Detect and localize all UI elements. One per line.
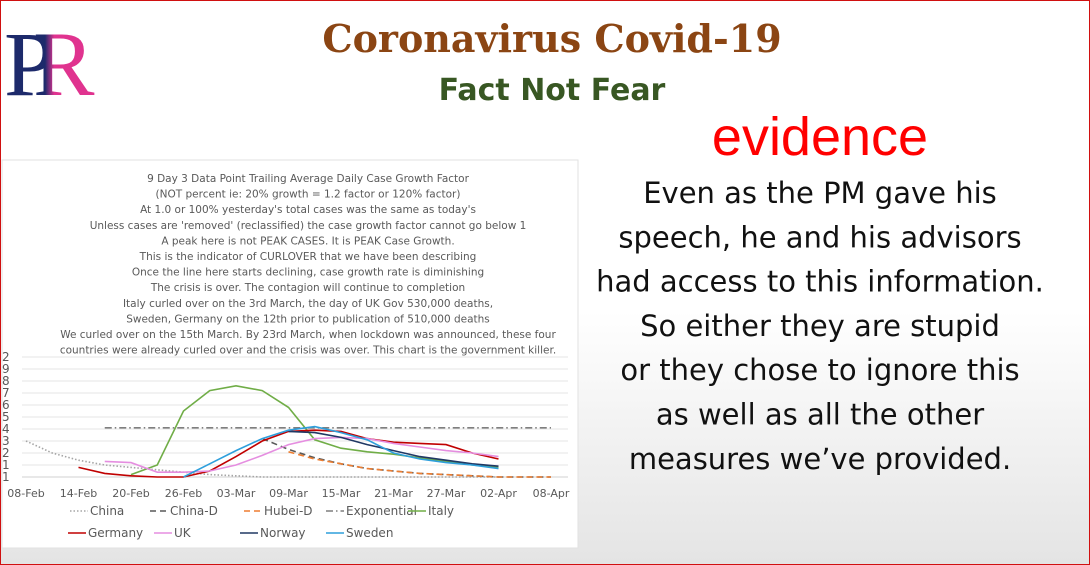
evidence-text: Even as the PM gave his speech, he and hi…	[596, 176, 1044, 476]
series-line	[130, 384, 499, 476]
legend-label: Hubei-D	[264, 504, 313, 518]
logo: PR	[4, 13, 95, 115]
series-line	[261, 437, 551, 478]
chart: 9 Day 3 Data Point Trailing Average Dail…	[2, 173, 570, 540]
y-tick-label: 2	[2, 446, 10, 460]
x-tick-label: 08-Feb	[7, 487, 44, 500]
x-tick-label: 02-Apr	[480, 487, 517, 500]
legend-label: China-D	[170, 504, 218, 518]
legend-label: Italy	[428, 504, 454, 518]
x-tick-label: 21-Mar	[374, 487, 413, 500]
y-tick-label: 8	[2, 374, 10, 388]
chart-panel	[1, 159, 579, 549]
y-tick-label: 7	[2, 386, 10, 400]
chart-title-line: A peak here is not PEAK CASES. It is PEA…	[161, 235, 454, 247]
y-tick-label: 9	[2, 362, 10, 376]
chart-title-line: Italy curled over on the 3rd March, the …	[123, 298, 493, 310]
evidence-line: or they chose to ignore this	[620, 353, 1019, 387]
evidence-line: as well as all the other	[656, 398, 984, 432]
legend-label: UK	[174, 526, 192, 540]
subtitle: Fact Not Fear	[439, 73, 666, 108]
y-tick-label: 5	[2, 410, 10, 424]
evidence-line: measures we’ve provided.	[629, 442, 1011, 476]
x-tick-label: 14-Feb	[60, 487, 97, 500]
y-tick-label: 2	[2, 350, 10, 364]
x-tick-label: 15-Mar	[322, 487, 361, 500]
legend-label: Sweden	[346, 526, 393, 540]
legend-label: Exponential	[346, 504, 417, 518]
evidence-line: had access to this information.	[596, 265, 1044, 299]
chart-title-line: Unless cases are 'removed' (reclassified…	[90, 220, 527, 232]
legend-label: Germany	[88, 526, 143, 540]
y-tick-label: 1	[2, 458, 10, 472]
chart-title-line: We curled over on the 15th March. By 23r…	[60, 329, 556, 341]
chart-title-line: Once the line here starts declining, cas…	[132, 267, 484, 279]
series-line	[183, 425, 499, 478]
series-line	[288, 451, 551, 478]
chart-title-line: countries were already curled over and t…	[60, 345, 556, 357]
chart-title-line: The crisis is over. The contagion will c…	[150, 282, 465, 294]
legend-label: Norway	[260, 526, 306, 540]
chart-title-line: (NOT percent ie: 20% growth = 1.2 factor…	[156, 189, 461, 201]
y-tick-label: 4	[2, 422, 10, 436]
y-tick-label: 6	[2, 398, 10, 412]
x-tick-label: 08-Apr	[533, 487, 570, 500]
series-line	[288, 430, 499, 467]
y-tick-label: 1	[2, 470, 10, 484]
x-tick-label: 26-Feb	[165, 487, 202, 500]
chart-title-line: At 1.0 or 100% yesterday's total cases w…	[140, 204, 476, 216]
x-tick-label: 27-Mar	[427, 487, 466, 500]
chart-title-line: Sweden, Germany on the 12th prior to pub…	[126, 313, 490, 325]
chart-title-line: 9 Day 3 Data Point Trailing Average Dail…	[147, 173, 470, 185]
y-tick-label: 3	[2, 434, 10, 448]
series-line	[104, 436, 499, 473]
legend-label: China	[90, 504, 124, 518]
x-tick-label: 03-Mar	[217, 487, 256, 500]
evidence-line: Even as the PM gave his	[643, 176, 997, 210]
x-tick-label: 20-Feb	[112, 487, 149, 500]
evidence-heading: evidence	[712, 107, 928, 167]
evidence-line: So either they are stupid	[640, 309, 1000, 343]
chart-title-line: This is the indicator of CURLOVER that w…	[139, 251, 477, 263]
x-tick-label: 09-Mar	[269, 487, 308, 500]
evidence-line: speech, he and his advisors	[618, 220, 1021, 254]
title: Coronavirus Covid-19	[322, 16, 781, 61]
